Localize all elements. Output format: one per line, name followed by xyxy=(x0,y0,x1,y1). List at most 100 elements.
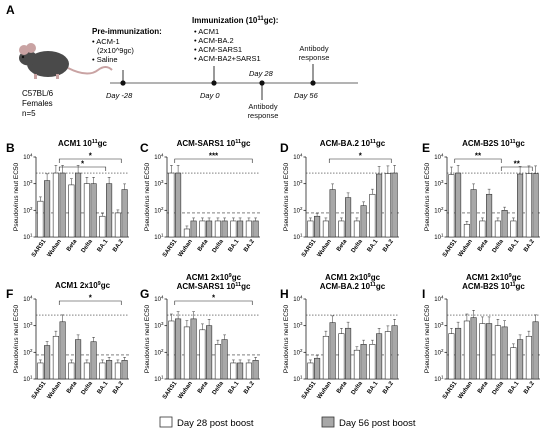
bar-h-wuhan-day56 xyxy=(329,322,336,380)
bar-f-wuhan-day28 xyxy=(52,335,59,380)
x-tick-label: Delta xyxy=(81,238,95,254)
y-axis-label: Pseudovirus neut EC50 xyxy=(283,162,290,231)
x-tick-label: Wuhan xyxy=(178,238,195,258)
y-tick-label: 103 xyxy=(23,321,33,330)
x-tick-label: BA.1 xyxy=(508,380,521,395)
legend-label-day56: Day 56 post boost xyxy=(339,418,416,429)
bar-i-wuhan-day56 xyxy=(470,317,477,380)
x-tick-label: Beta xyxy=(477,238,490,253)
bar-c-ba1-day56 xyxy=(237,220,244,238)
y-tick-label: 103 xyxy=(293,179,303,188)
bar-b-ba1-day28 xyxy=(99,215,106,238)
x-tick-label: Beta xyxy=(66,380,79,395)
bar-c-beta-day28 xyxy=(199,220,206,238)
legend-swatch-day56 xyxy=(321,416,335,428)
bar-e-ba1-day56 xyxy=(517,173,524,238)
bar-i-sars1-day28 xyxy=(448,333,455,380)
y-tick-label: 101 xyxy=(154,375,164,384)
bar-d-delta-day28 xyxy=(353,220,360,238)
bar-b-sars1-day28 xyxy=(37,200,44,238)
bar-e-ba2-day28 xyxy=(525,173,532,238)
bar-c-sars1-day28 xyxy=(168,172,175,238)
bar-d-ba1-day28 xyxy=(369,193,376,238)
bar-b-sars1-day56 xyxy=(44,180,51,238)
bar-g-ba1-day56 xyxy=(237,362,244,380)
y-tick-label: 101 xyxy=(23,375,33,384)
bar-e-sars1-day56 xyxy=(455,172,462,238)
bar-d-wuhan-day28 xyxy=(322,220,329,238)
bar-e-delta-day28 xyxy=(494,220,501,238)
bar-b-wuhan-day28 xyxy=(52,172,59,238)
bar-i-beta-day56 xyxy=(486,323,493,380)
bar-h-sars1-day56 xyxy=(314,357,321,380)
panel-a: A C57BL/6 Females n=5 Pre-immunization: … xyxy=(6,3,358,120)
immunization-item-3: • ACM-SARS1 xyxy=(194,45,242,54)
mouse-n: n=5 xyxy=(22,109,36,118)
x-tick-label: BA.2 xyxy=(112,238,125,253)
timeline-point-day28 xyxy=(259,80,265,86)
bar-f-ba1-day28 xyxy=(99,362,106,380)
chart-title: ACM-B2S 1011gc xyxy=(462,282,525,291)
chart-title: ACM1 2x109gc xyxy=(186,273,242,282)
y-tick-label: 102 xyxy=(154,206,164,215)
bar-b-delta-day56 xyxy=(90,183,97,238)
chart-title: ACM1 2x109gc xyxy=(325,273,381,282)
bar-e-delta-day56 xyxy=(501,210,508,238)
y-tick-label: 103 xyxy=(434,179,444,188)
bar-i-sars1-day56 xyxy=(455,327,462,380)
bar-f-ba2-day28 xyxy=(114,362,121,380)
bar-i-ba1-day28 xyxy=(510,347,517,380)
y-tick-label: 101 xyxy=(154,233,164,242)
x-tick-label: Beta xyxy=(66,238,79,253)
timeline-label-day-minus28: Day -28 xyxy=(106,91,133,100)
bar-i-ba2-day56 xyxy=(532,321,539,380)
x-tick-label: BA.1 xyxy=(97,238,110,253)
y-tick-label: 102 xyxy=(434,206,444,215)
x-tick-label: BA.1 xyxy=(367,380,380,395)
x-tick-label: Beta xyxy=(336,238,349,253)
y-tick-label: 101 xyxy=(434,233,444,242)
bar-e-beta-day56 xyxy=(486,193,493,238)
bar-i-wuhan-day28 xyxy=(463,320,470,380)
y-tick-label: 104 xyxy=(434,295,444,304)
bar-d-beta-day56 xyxy=(345,197,352,238)
y-tick-label: 103 xyxy=(293,321,303,330)
x-tick-label: BA.2 xyxy=(382,238,395,253)
pre-immunization-title: Pre-immunization: xyxy=(92,27,162,36)
bar-h-ba2-day56 xyxy=(391,325,398,380)
chart-title: ACM1 1011gc xyxy=(58,139,108,148)
significance-label: * xyxy=(89,294,93,303)
bar-d-sars1-day28 xyxy=(307,220,314,238)
bar-g-ba2-day28 xyxy=(245,362,252,380)
bar-g-beta-day28 xyxy=(199,329,206,380)
bar-h-beta-day56 xyxy=(345,327,352,380)
y-tick-label: 102 xyxy=(293,348,303,357)
pre-immunization-item-2: • Saline xyxy=(92,55,118,64)
significance-bracket xyxy=(174,158,253,163)
x-tick-label: BA.1 xyxy=(367,238,380,253)
y-tick-label: 103 xyxy=(434,321,444,330)
x-tick-label: SARS1 xyxy=(162,380,179,400)
bar-d-ba2-day56 xyxy=(391,172,398,238)
bar-f-beta-day28 xyxy=(68,362,75,380)
y-axis-label: Pseudovirus neut EC50 xyxy=(424,162,431,231)
y-tick-label: 102 xyxy=(23,206,33,215)
immunization-title: Immunization (1011gc): xyxy=(192,16,278,25)
significance-bracket xyxy=(174,300,253,305)
bar-d-beta-day28 xyxy=(338,220,345,238)
chart-title: ACM-SARS1 1011gc xyxy=(177,139,251,148)
x-tick-label: Delta xyxy=(212,380,226,396)
antibody-response-day56: Antibody response xyxy=(299,44,330,62)
y-axis-label: Pseudovirus neut EC50 xyxy=(13,162,20,231)
x-tick-label: BA.1 xyxy=(228,238,241,253)
bar-f-sars1-day28 xyxy=(37,362,44,380)
bar-h-beta-day28 xyxy=(338,333,345,380)
pre-immunization-item-1: • ACM-1 xyxy=(92,37,120,46)
chart-title: ACM-BA.2 1011gc xyxy=(320,282,386,291)
significance-label: ** xyxy=(475,152,482,161)
panel-letter-b: B xyxy=(6,141,15,155)
